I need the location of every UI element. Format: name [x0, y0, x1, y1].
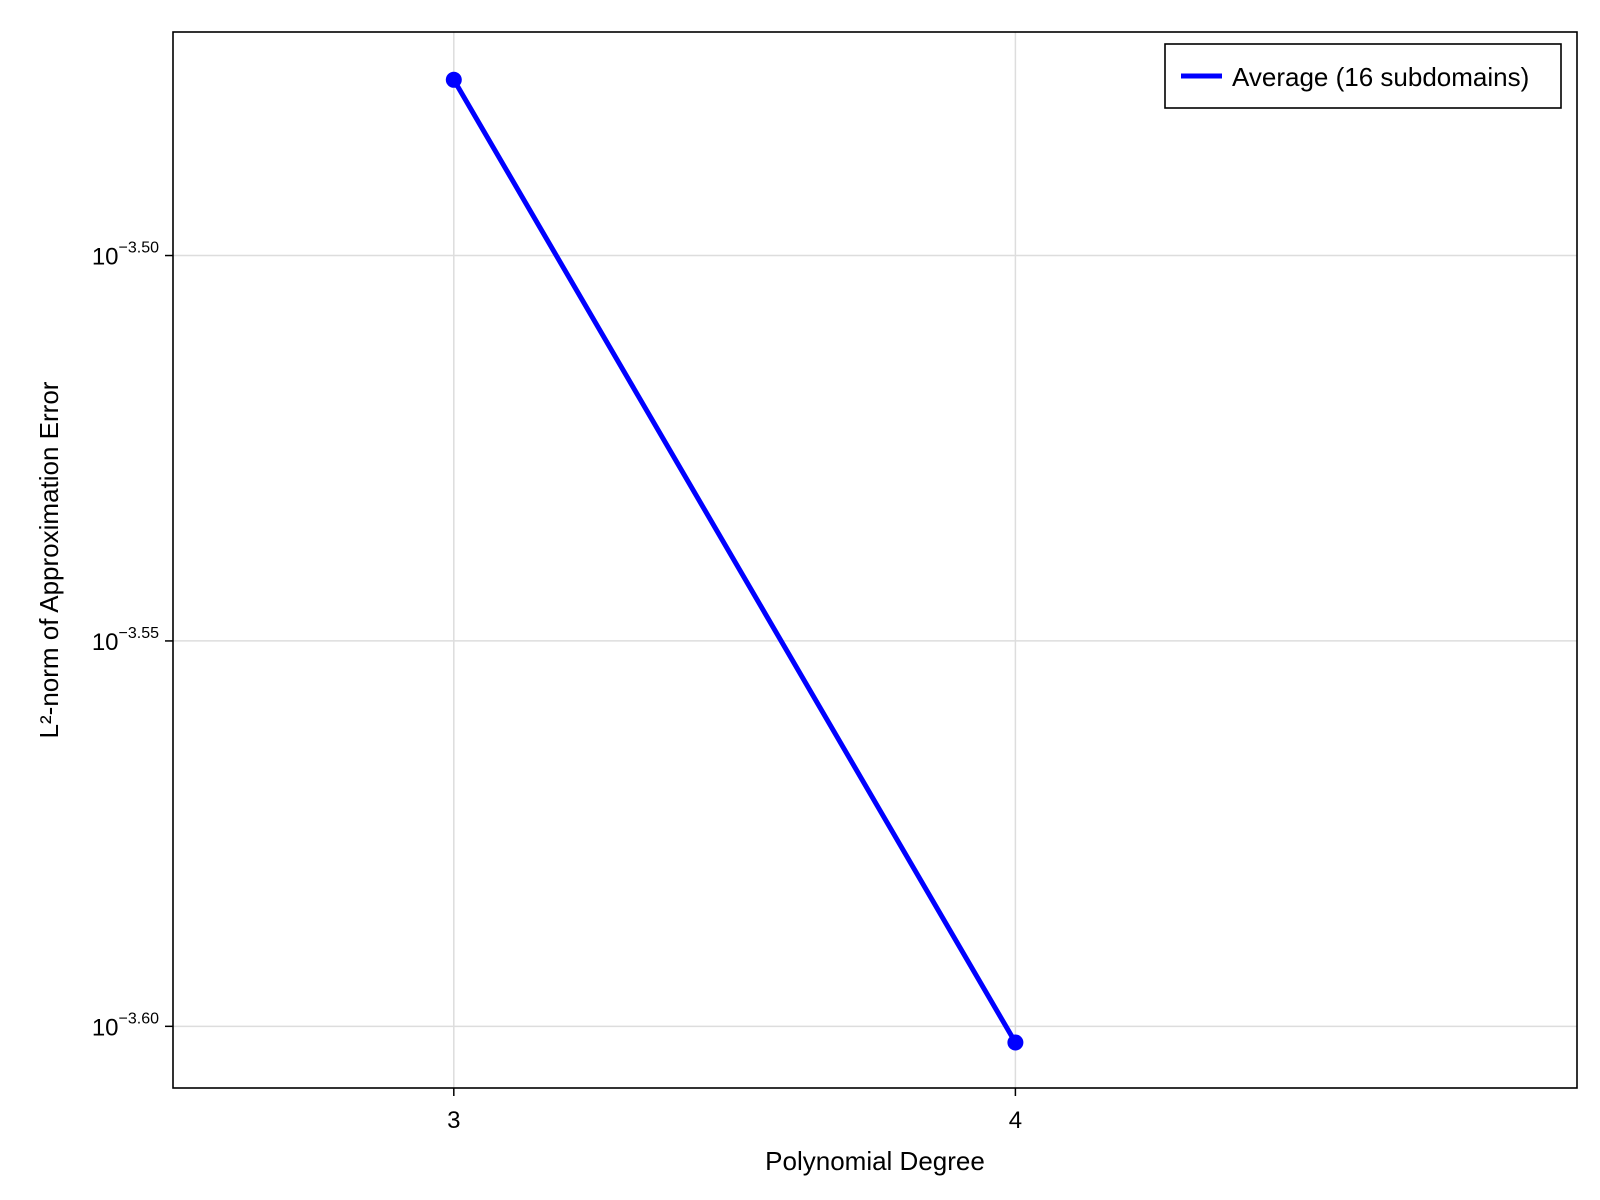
series-line: [451, 78, 1018, 1044]
x-axis-title: Polynomial Degree: [765, 1146, 985, 1176]
grid: [173, 32, 1577, 1088]
x-tick-label: 4: [1009, 1107, 1022, 1134]
series: [445, 71, 1024, 1051]
y-tick-label: 10−3.60: [92, 1010, 159, 1041]
legend-box: [1164, 43, 1562, 109]
y-tick-label: 10−3.50: [92, 240, 159, 271]
y-tick-label: 10−3.55: [92, 625, 159, 656]
x-tick-label: 3: [447, 1107, 460, 1134]
data-point: [1007, 1034, 1024, 1051]
y-axis-title: L²-norm of Approximation Error: [34, 381, 64, 738]
legend: Average (16 subdomains): [1164, 43, 1562, 109]
data-point: [445, 71, 462, 88]
legend-label: Average (16 subdomains): [1232, 62, 1529, 92]
axis-ticks: 3 4 10−3.50 10−3.55 10−3.60: [92, 240, 1022, 1134]
plot-frame: [172, 31, 1578, 1089]
